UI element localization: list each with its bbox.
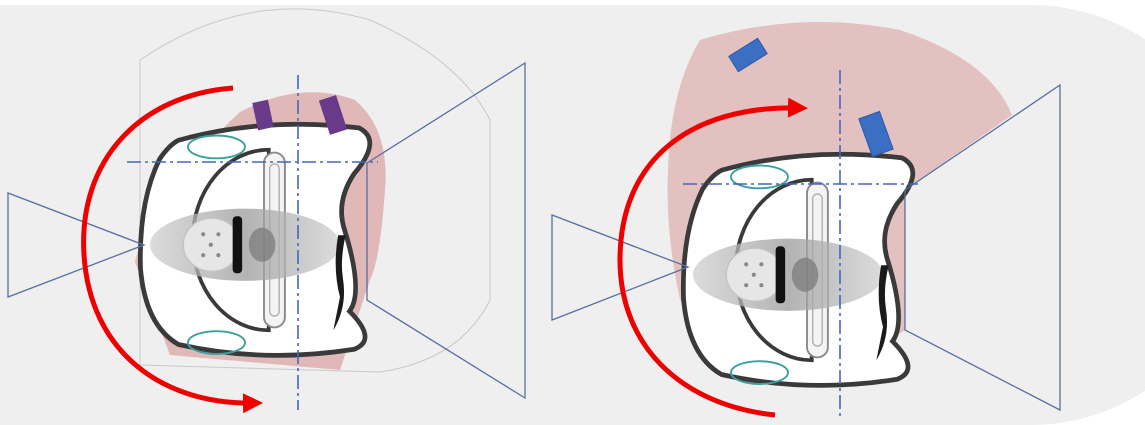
right-rotation-arrow-icon xyxy=(617,97,808,418)
right-camera-frustum-front xyxy=(904,83,1061,412)
left-panel xyxy=(0,5,540,425)
robot-topview-icon xyxy=(683,154,912,385)
left-marker-1 xyxy=(252,99,274,131)
left-boundary-outline xyxy=(139,8,491,373)
right-panel xyxy=(540,5,1145,425)
left-camera-frustum-front xyxy=(366,61,526,400)
right-marker-2 xyxy=(858,110,894,158)
left-rotation-arrow-icon xyxy=(81,85,263,414)
robot-topview-icon xyxy=(140,124,369,355)
right-marker-1 xyxy=(728,37,768,73)
left-robot xyxy=(140,124,369,355)
right-robot xyxy=(683,154,912,385)
left-marker-2 xyxy=(318,95,348,135)
left-camera-frustum-back xyxy=(7,192,146,298)
